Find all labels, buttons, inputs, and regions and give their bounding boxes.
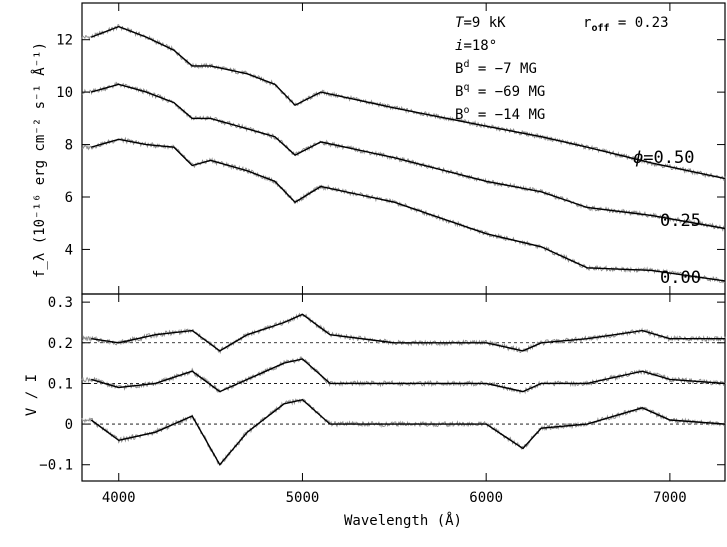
phase-label-0.50: ϕ=0.50 [633,148,694,168]
x-tick-label-4000: 4000 [102,490,136,506]
inclination-annotation: i=18° [455,38,497,54]
bottom-y-tick-label-0: −0.1 [39,458,73,474]
bottom-y-tick-label-4: 0.3 [48,295,73,311]
bottom-y-axis-label: V / I [24,374,40,416]
top-panel-series [81,24,726,284]
top-y-tick-label-4: 4 [65,242,73,258]
phase-label-0.25: 0.25 [660,211,701,231]
phase-label-0.00: 0.00 [660,268,701,288]
top-model-series-1 [91,83,726,230]
top-y-axis-label: f_λ (10⁻¹⁶ erg cm⁻² s⁻¹ Å⁻¹) [31,42,48,278]
bottom-observed-series-2 [81,398,726,466]
bottom-panel-series [81,312,726,466]
bottom-model-series-1 [91,358,726,393]
bottom-y-tick-label-2: 0.1 [48,376,73,392]
top-panel-frame [81,2,726,295]
bottom-y-tick-label-1: 0 [65,417,73,433]
top-model-series-0 [90,25,726,180]
top-model-series-2 [91,138,726,282]
x-axis-label: Wavelength (Å) [344,512,462,529]
bottom-model-series-0 [91,313,725,352]
x-tick-label-7000: 7000 [653,490,687,506]
offset-annotation: roff = 0.23 [583,15,669,34]
bottom-y-tick-label-3: 0.2 [48,336,73,352]
x-tick-label-6000: 6000 [469,490,503,506]
top-y-tick-label-10: 10 [56,85,73,101]
reference-lines [82,342,725,425]
x-tick-label-5000: 5000 [286,490,320,506]
temperature-annotation: T=9 kK [455,15,506,31]
bottom-panel-frame [81,293,726,482]
quadrupole-field-annotation: Bq = −69 MG [455,82,545,100]
axis-ticks: 4000 5000 6000 7000 4 6 8 10 12 −0.1 0 0.1 0.2 0.3 [39,3,725,506]
bottom-observed-series-1 [81,355,726,395]
bottom-model-series-2 [90,398,726,466]
top-y-tick-label-6: 6 [65,190,73,206]
top-y-tick-label-12: 12 [56,33,73,49]
top-y-tick-label-8: 8 [65,138,73,154]
octupole-field-annotation: Bo = −14 MG [455,105,545,123]
dipole-field-annotation: Bd = −7 MG [455,59,537,77]
